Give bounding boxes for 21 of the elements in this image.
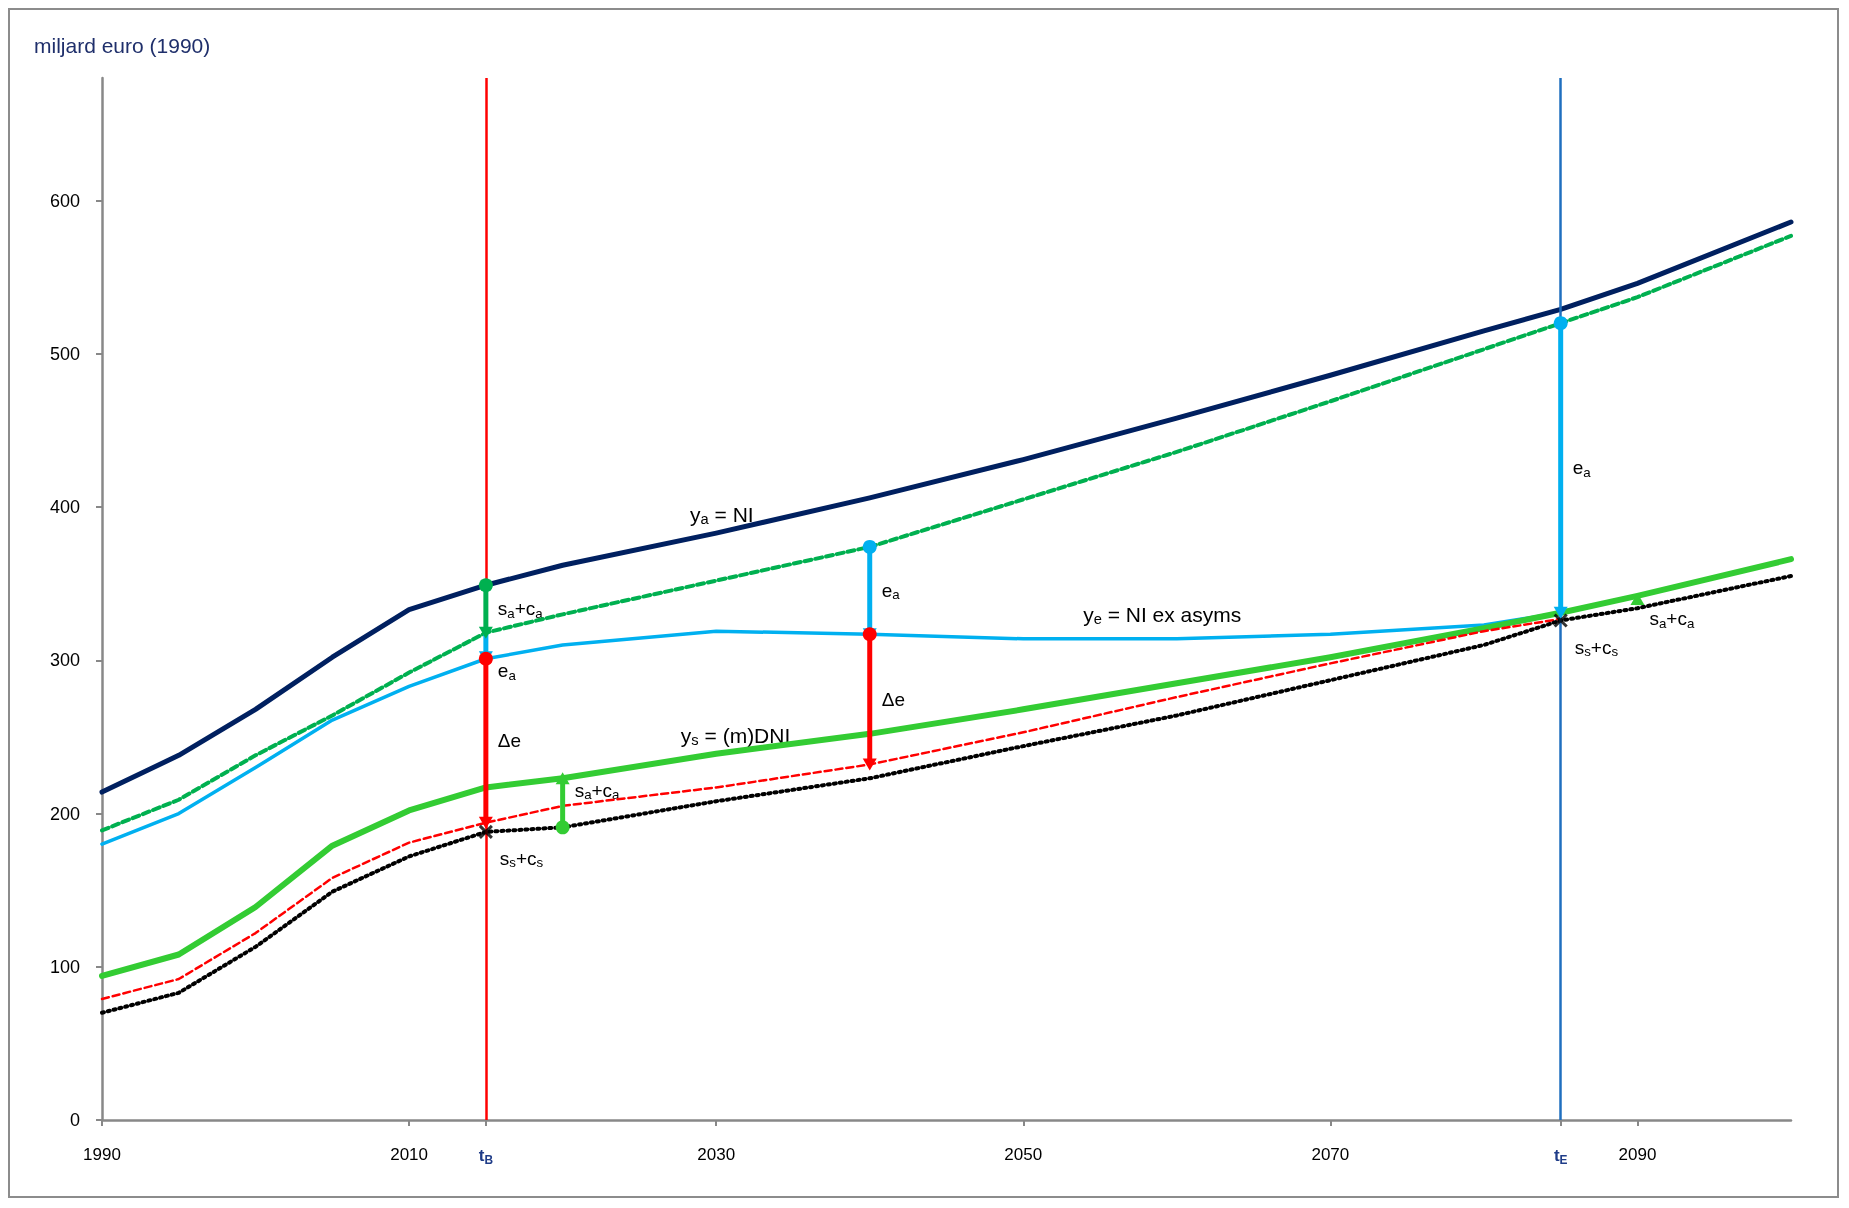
y-tick-label: 300	[49, 650, 80, 671]
point	[478, 824, 494, 840]
point	[555, 820, 570, 835]
y-tick-label: 500	[49, 343, 80, 364]
y-tick-label: 400	[49, 497, 80, 518]
x-tick-label: 2090	[1618, 1145, 1657, 1164]
y-tick-label: 200	[49, 803, 80, 824]
series-label: Δe	[881, 688, 905, 710]
point	[862, 539, 877, 554]
y-tick-label: 100	[49, 956, 80, 977]
x-tick-label: 2050	[1004, 1145, 1043, 1164]
y-tick-label: 600	[49, 190, 80, 211]
x-tick-label: 2070	[1311, 1145, 1350, 1164]
x-tick-label: 2030	[697, 1145, 736, 1164]
x-tick-label: 1990	[83, 1145, 121, 1164]
y-axis-title: miljard euro (1990)	[34, 34, 211, 57]
series-label: Δe	[497, 730, 522, 752]
point	[478, 578, 493, 593]
point	[1553, 316, 1568, 331]
y-tick-label: 0	[69, 1110, 80, 1130]
x-tick-label: 2010	[390, 1145, 428, 1164]
